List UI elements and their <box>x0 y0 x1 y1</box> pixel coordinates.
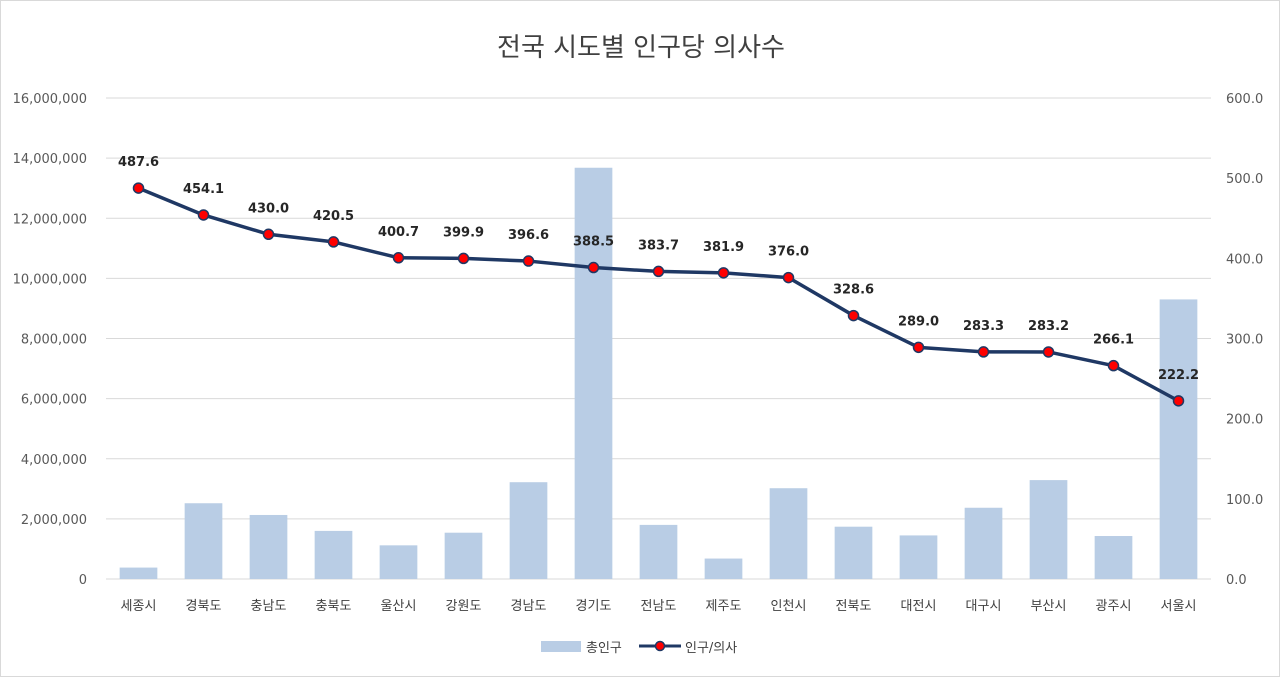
data-label: 487.6 <box>118 155 159 170</box>
category-label: 인천시 <box>771 599 807 614</box>
category-label: 광주시 <box>1096 599 1132 614</box>
category-label: 세종시 <box>121 599 157 614</box>
line-point <box>132 182 145 194</box>
data-label: 383.7 <box>638 238 679 253</box>
data-label: 376.0 <box>768 245 809 260</box>
data-label: 400.7 <box>378 225 419 240</box>
data-label: 283.2 <box>1028 319 1069 334</box>
data-label: 454.1 <box>183 182 224 197</box>
category-label: 울산시 <box>381 599 417 614</box>
category-label: 충북도 <box>316 599 352 614</box>
category-label: 대구시 <box>966 599 1002 614</box>
bar <box>769 488 808 579</box>
line-point <box>912 341 925 354</box>
bar <box>509 482 548 579</box>
category-label: 충남도 <box>251 599 287 614</box>
category-label: 경북도 <box>186 599 222 614</box>
line-point <box>1172 395 1185 407</box>
left-tick-label: 12,000,000 <box>13 212 87 227</box>
chart-title: 전국 시도별 인구당 의사수 <box>497 33 785 63</box>
left-tick-label: 14,000,000 <box>13 152 87 167</box>
data-label: 283.3 <box>963 319 1004 334</box>
bar <box>249 514 288 579</box>
gridlines <box>106 97 1211 580</box>
bar <box>314 530 353 579</box>
line-point <box>587 261 600 274</box>
right-tick-label: 0.0 <box>1226 573 1247 588</box>
data-label: 381.9 <box>703 240 744 255</box>
right-tick-label: 100.0 <box>1226 493 1263 508</box>
line-point <box>782 271 795 284</box>
right-tick-label: 300.0 <box>1226 333 1263 348</box>
category-label: 전북도 <box>836 599 872 614</box>
bar <box>639 524 678 579</box>
line-point <box>522 255 535 267</box>
right-tick-label: 400.0 <box>1226 252 1263 267</box>
left-tick-label: 6,000,000 <box>21 393 87 408</box>
category-label: 경기도 <box>576 599 612 614</box>
legend-line-marker <box>654 640 666 652</box>
line-point <box>847 309 860 322</box>
category-label: 경남도 <box>511 599 547 614</box>
right-tick-label: 500.0 <box>1226 172 1263 187</box>
data-label: 328.6 <box>833 283 874 298</box>
bar <box>1029 480 1068 579</box>
legend-bar-swatch <box>541 641 581 652</box>
line-point <box>197 209 210 221</box>
data-label: 266.1 <box>1093 333 1134 348</box>
category-label: 서울시 <box>1161 599 1197 614</box>
category-label: 강원도 <box>446 599 482 614</box>
bar <box>444 532 483 579</box>
category-label: 대전시 <box>901 599 937 614</box>
line-point <box>457 252 470 265</box>
bar <box>184 503 223 579</box>
left-axis-ticks: 0 2,000,000 4,000,000 6,000,000 8,000,000 10,… <box>13 92 87 588</box>
line-point <box>717 267 730 279</box>
left-tick-label: 4,000,000 <box>21 453 87 468</box>
category-label: 부산시 <box>1031 599 1067 614</box>
data-label: 222.2 <box>1158 368 1199 383</box>
line-point <box>1107 359 1120 372</box>
bar <box>704 558 743 579</box>
bar <box>119 567 158 579</box>
data-label: 396.6 <box>508 228 549 243</box>
bar <box>574 167 613 579</box>
bar <box>379 545 418 579</box>
bar <box>1159 299 1198 579</box>
line-point <box>392 252 405 264</box>
line-point <box>262 228 275 241</box>
right-tick-label: 600.0 <box>1226 92 1263 107</box>
data-label: 289.0 <box>898 314 939 329</box>
bar <box>899 535 938 579</box>
line-point <box>652 265 665 278</box>
legend-bar-label: 총인구 <box>586 641 622 656</box>
legend-line-label: 인구/의사 <box>685 641 737 656</box>
left-tick-label: 8,000,000 <box>21 333 87 348</box>
right-tick-label: 200.0 <box>1226 413 1263 428</box>
bar-series <box>119 167 1198 579</box>
category-labels: 세종시 경북도 충남도 충북도 울산시 강원도 경남도 경기도 전남도 제주도 인천시 전북도 대전시 대… <box>121 599 1197 614</box>
data-label: 420.5 <box>313 209 354 224</box>
category-label: 전남도 <box>641 599 677 614</box>
left-tick-label: 2,000,000 <box>21 513 87 528</box>
line-point <box>977 346 990 358</box>
line-point <box>1042 346 1055 358</box>
line-series: 487.6 454.1 430.0 420.5 400.7 399.9 396.6 388.5… <box>118 155 1199 407</box>
legend: 총인구 인구/의사 <box>541 640 737 656</box>
line-point <box>327 236 340 248</box>
bar <box>1094 536 1133 579</box>
bar <box>964 507 1003 579</box>
right-axis-ticks: 0.0 100.0 200.0 300.0 400.0 500.0 600.0 <box>1226 92 1263 588</box>
data-label: 430.0 <box>248 201 289 216</box>
category-label: 제주도 <box>706 599 742 614</box>
bar <box>834 526 873 579</box>
left-tick-label: 10,000,000 <box>13 272 87 287</box>
data-label: 399.9 <box>443 225 484 240</box>
left-tick-label: 0 <box>79 573 87 588</box>
left-tick-label: 16,000,000 <box>13 92 87 107</box>
data-label: 388.5 <box>573 235 614 250</box>
series-line <box>137 186 1180 403</box>
